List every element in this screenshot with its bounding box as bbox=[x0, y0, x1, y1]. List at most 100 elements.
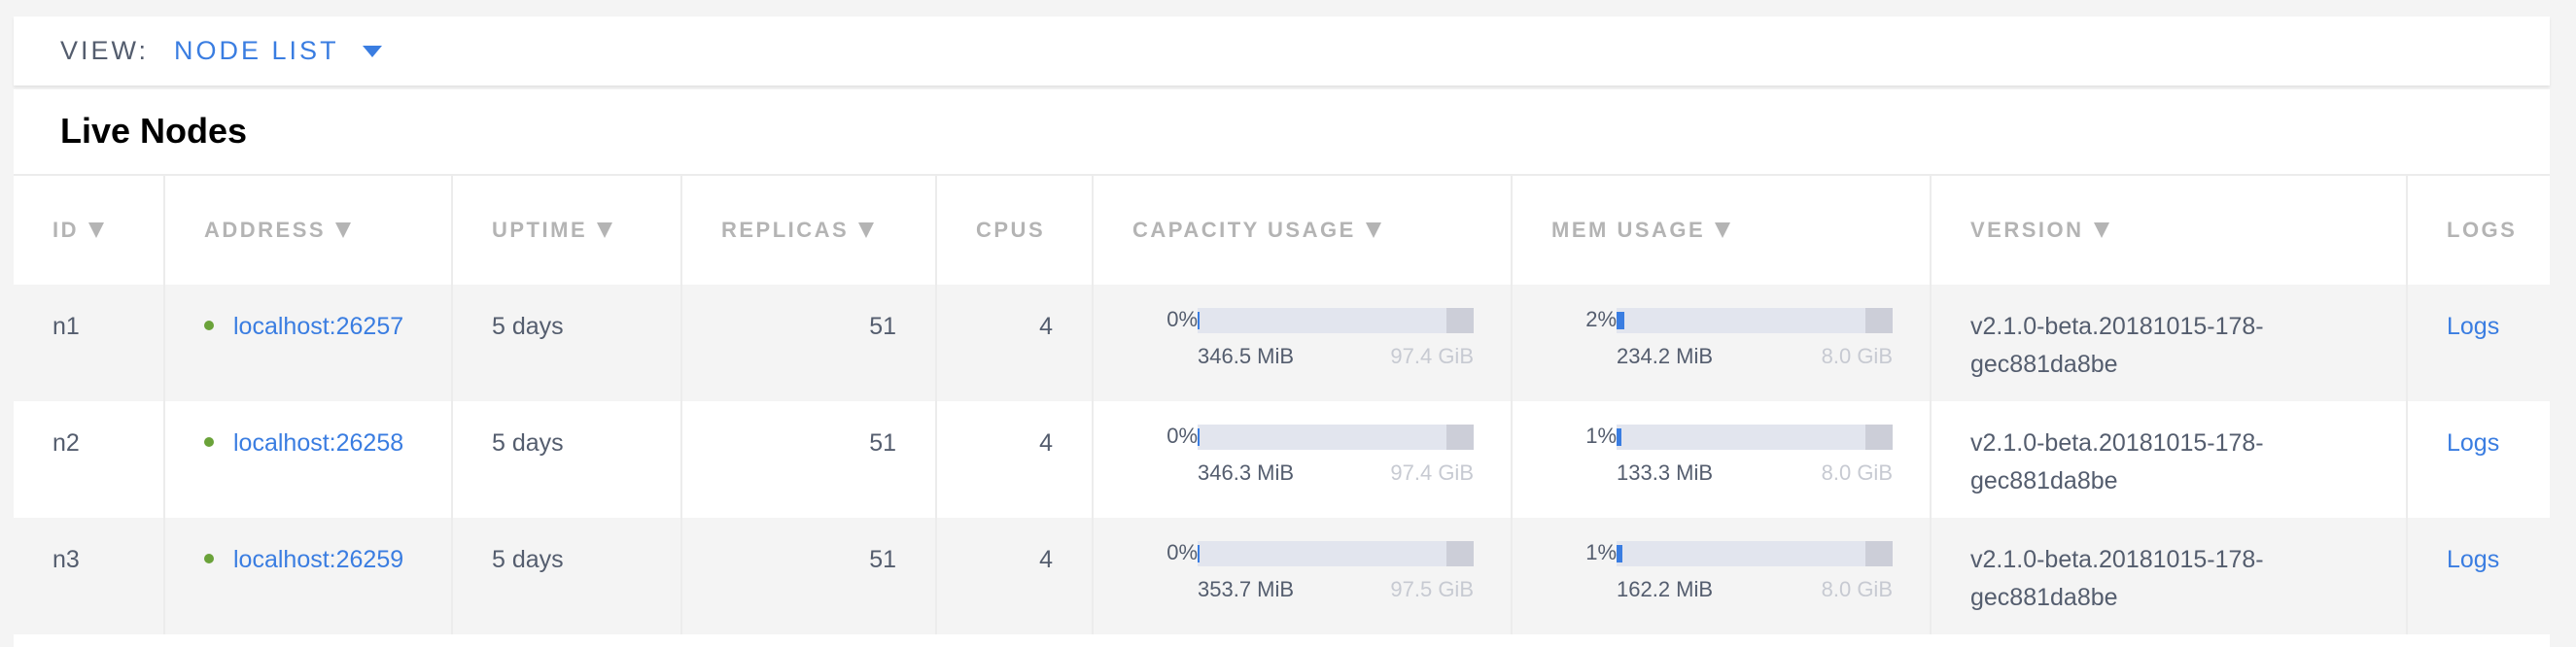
live-nodes-panel: Live Nodes ID ADDRESS UPTIME REPLICAS CPUS CA… bbox=[14, 89, 2550, 647]
node-version: v2.1.0-beta.20181015-178-gec881da8be bbox=[1931, 401, 2408, 518]
mem-usage-bar-fill bbox=[1617, 428, 1621, 446]
mem-usage-bar bbox=[1617, 308, 1893, 333]
capacity-usage-bar-fill bbox=[1198, 428, 1200, 446]
capacity-usage: 0% 353.7 MiB 97.5 GiB bbox=[1132, 540, 1511, 619]
mem-usage-percent: 2% bbox=[1585, 307, 1617, 331]
column-header-label: ID bbox=[52, 218, 79, 242]
mem-usage-used: 133.3 MiB bbox=[1617, 460, 1714, 485]
capacity-usage-total: 97.5 GiB bbox=[1390, 577, 1474, 601]
capacity-usage: 0% 346.5 MiB 97.4 GiB bbox=[1132, 307, 1511, 386]
capacity-usage-bar bbox=[1198, 425, 1474, 450]
capacity-usage-bar-reserved bbox=[1446, 425, 1474, 450]
column-header-replicas[interactable]: REPLICAS bbox=[681, 174, 937, 285]
node-uptime: 5 days bbox=[452, 285, 682, 401]
node-replicas: 51 bbox=[681, 285, 937, 401]
capacity-usage-percent: 0% bbox=[1166, 307, 1198, 331]
sort-caret-icon[interactable] bbox=[2093, 222, 2109, 238]
capacity-usage: 0% 346.3 MiB 97.4 GiB bbox=[1132, 424, 1511, 502]
node-version: v2.1.0-beta.20181015-178-gec881da8be bbox=[1931, 285, 2408, 401]
live-status-dot-icon bbox=[204, 554, 214, 563]
node-id: n3 bbox=[14, 518, 165, 634]
table-row: n2 localhost:26258 5 days 51 4 0% 346.3 … bbox=[14, 401, 2550, 518]
capacity-usage-bar-fill bbox=[1198, 312, 1200, 329]
mem-usage-bar bbox=[1617, 541, 1893, 566]
mem-usage: 1% 133.3 MiB 8.0 GiB bbox=[1551, 424, 1930, 502]
sort-caret-icon[interactable] bbox=[858, 222, 875, 238]
node-uptime: 5 days bbox=[452, 518, 682, 634]
mem-usage-used: 162.2 MiB bbox=[1617, 577, 1714, 601]
column-header-id[interactable]: ID bbox=[14, 174, 165, 285]
mem-usage-total: 8.0 GiB bbox=[1821, 460, 1893, 485]
logs-link[interactable]: Logs bbox=[2447, 429, 2500, 457]
column-header-label: LOGS bbox=[2447, 218, 2518, 242]
mem-usage-percent: 1% bbox=[1585, 540, 1617, 564]
mem-usage-bar-reserved bbox=[1865, 308, 1893, 333]
capacity-usage-bar-fill bbox=[1198, 545, 1200, 562]
node-address-link[interactable]: localhost:26258 bbox=[233, 429, 404, 457]
mem-usage-bar-fill bbox=[1617, 545, 1622, 562]
capacity-usage-used: 353.7 MiB bbox=[1198, 577, 1295, 601]
mem-usage-bar-reserved bbox=[1865, 541, 1893, 566]
node-replicas: 51 bbox=[681, 401, 937, 518]
view-dropdown[interactable]: NODE LIST bbox=[174, 36, 382, 66]
mem-usage-cell: 2% 234.2 MiB 8.0 GiB bbox=[1512, 285, 1932, 401]
mem-usage: 2% 234.2 MiB 8.0 GiB bbox=[1551, 307, 1930, 386]
node-version: v2.1.0-beta.20181015-178-gec881da8be bbox=[1931, 518, 2408, 634]
column-header-address[interactable]: ADDRESS bbox=[164, 174, 453, 285]
view-dropdown-value: NODE LIST bbox=[174, 36, 339, 65]
column-header-capacity-usage[interactable]: CAPACITY USAGE bbox=[1093, 174, 1513, 285]
column-header-label: MEM USAGE bbox=[1551, 218, 1706, 242]
capacity-usage-bar bbox=[1198, 308, 1474, 333]
nodes-table: ID ADDRESS UPTIME REPLICAS CPUS CAPACITY USAG… bbox=[14, 174, 2550, 634]
node-address-link[interactable]: localhost:26257 bbox=[233, 313, 404, 340]
column-header-version[interactable]: VERSION bbox=[1931, 174, 2408, 285]
mem-usage-total: 8.0 GiB bbox=[1821, 344, 1893, 368]
column-header-logs: LOGS bbox=[2407, 174, 2550, 285]
sort-caret-icon[interactable] bbox=[1715, 222, 1731, 238]
mem-usage: 1% 162.2 MiB 8.0 GiB bbox=[1551, 540, 1930, 619]
sort-caret-icon[interactable] bbox=[597, 222, 613, 238]
node-cpus: 4 bbox=[936, 285, 1094, 401]
sort-caret-icon[interactable] bbox=[335, 222, 352, 238]
sort-caret-icon[interactable] bbox=[1365, 222, 1381, 238]
mem-usage-total: 8.0 GiB bbox=[1821, 577, 1893, 601]
mem-usage-cell: 1% 162.2 MiB 8.0 GiB bbox=[1512, 518, 1932, 634]
live-status-dot-icon bbox=[204, 321, 214, 330]
logs-link[interactable]: Logs bbox=[2447, 313, 2500, 340]
logs-cell: Logs bbox=[2407, 401, 2550, 518]
node-address-link[interactable]: localhost:26259 bbox=[233, 546, 404, 573]
view-selector-bar: VIEW: NODE LIST bbox=[14, 17, 2550, 85]
column-header-label: REPLICAS bbox=[721, 218, 850, 242]
column-header-cpus: CPUS bbox=[936, 174, 1094, 285]
column-header-uptime[interactable]: UPTIME bbox=[452, 174, 682, 285]
node-replicas: 51 bbox=[681, 518, 937, 634]
section-title: Live Nodes bbox=[60, 111, 248, 151]
mem-usage-used: 234.2 MiB bbox=[1617, 344, 1714, 368]
column-header-label: CAPACITY USAGE bbox=[1132, 218, 1356, 242]
capacity-usage-total: 97.4 GiB bbox=[1390, 344, 1474, 368]
capacity-usage-percent: 0% bbox=[1166, 540, 1198, 564]
capacity-usage-percent: 0% bbox=[1166, 424, 1198, 448]
capacity-usage-cell: 0% 346.5 MiB 97.4 GiB bbox=[1093, 285, 1513, 401]
node-uptime: 5 days bbox=[452, 401, 682, 518]
column-header-mem-usage[interactable]: MEM USAGE bbox=[1512, 174, 1932, 285]
node-cpus: 4 bbox=[936, 401, 1094, 518]
column-header-label: ADDRESS bbox=[204, 218, 327, 242]
logs-cell: Logs bbox=[2407, 285, 2550, 401]
capacity-usage-cell: 0% 346.3 MiB 97.4 GiB bbox=[1093, 401, 1513, 518]
capacity-usage-bar-reserved bbox=[1446, 541, 1474, 566]
live-status-dot-icon bbox=[204, 437, 214, 447]
table-row: n3 localhost:26259 5 days 51 4 0% 353.7 … bbox=[14, 518, 2550, 634]
view-label: VIEW: bbox=[60, 36, 150, 65]
table-row: n1 localhost:26257 5 days 51 4 0% 346.5 … bbox=[14, 285, 2550, 401]
logs-link[interactable]: Logs bbox=[2447, 546, 2500, 573]
column-header-label: CPUS bbox=[976, 218, 1046, 242]
sort-caret-icon[interactable] bbox=[88, 222, 104, 238]
node-id: n2 bbox=[14, 401, 165, 518]
capacity-usage-used: 346.3 MiB bbox=[1198, 460, 1295, 485]
capacity-usage-bar bbox=[1198, 541, 1474, 566]
node-address-cell: localhost:26257 bbox=[164, 285, 453, 401]
mem-usage-percent: 1% bbox=[1585, 424, 1617, 448]
caret-down-icon bbox=[362, 45, 382, 57]
column-header-label: VERSION bbox=[1970, 218, 2084, 242]
